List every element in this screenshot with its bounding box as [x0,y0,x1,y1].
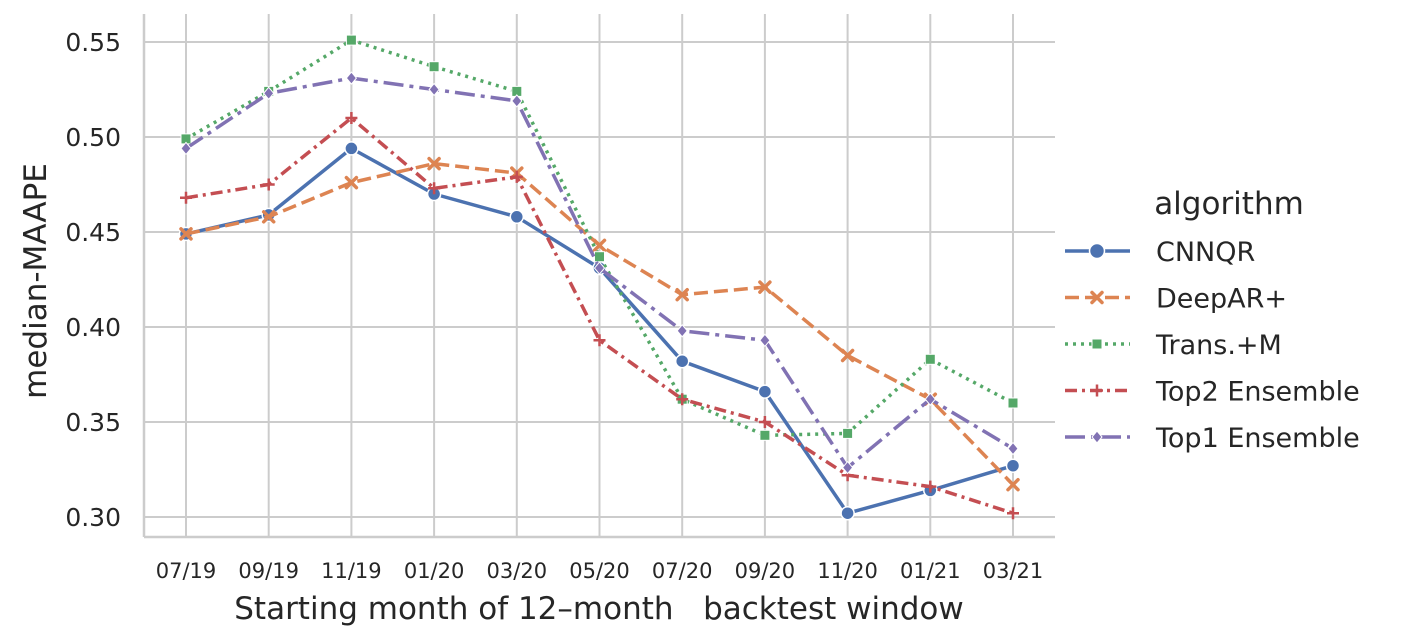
x-tick-label: 09/19 [238,559,299,583]
data-point [841,460,854,475]
legend-entry: Top2 Ensemble [1065,377,1360,408]
legend-marker [1091,384,1103,397]
x-tick-label: 03/21 [983,559,1044,583]
y-tick-label: 0.30 [65,503,121,532]
data-point [1006,477,1020,492]
legend-marker [1091,338,1103,350]
x-tick-label: 05/20 [569,559,630,583]
data-point [842,427,854,439]
legend-label: DeepAR+ [1156,284,1287,315]
data-point [428,61,440,73]
legend-marker [1090,290,1104,305]
data-point [509,209,525,225]
data-point [345,34,357,46]
series-top2-ensemble [180,112,1019,520]
legend-entry: CNNQR [1065,237,1255,268]
legend-entry: Trans.+M [1065,330,1282,361]
data-point [180,141,192,156]
legend-entry: DeepAR+ [1065,284,1287,315]
data-point [1007,507,1019,520]
y-tick-label: 0.55 [65,28,121,57]
y-axis-label: median-MAAPE [18,163,54,399]
data-point [759,333,771,348]
y-tick-label: 0.45 [65,218,121,247]
data-point [428,82,440,97]
data-point [594,251,605,263]
legend-label: Trans.+M [1155,330,1282,361]
data-point [427,156,441,171]
x-tick-label: 09/20 [735,559,796,583]
data-point [759,429,771,441]
data-point [428,182,441,195]
x-tick-label: 11/20 [817,559,878,583]
data-point [261,210,276,224]
data-point [676,393,689,406]
x-tick-label: 01/20 [404,559,465,583]
legend-title: algorithm [1154,186,1304,222]
data-point [840,348,855,363]
x-tick-label: 07/20 [652,559,713,583]
data-point [344,141,359,156]
data-point [758,416,771,428]
legend: algorithm CNNQR DeepAR+ Trans.+M Top2 Ensem… [1065,186,1360,454]
x-tick-label: 03/20 [487,559,548,583]
x-tick-label: 01/21 [900,559,961,583]
legend-marker [1091,430,1103,444]
data-point [924,480,937,493]
data-point [676,324,688,338]
series-top1-ensemble [180,71,1019,475]
y-tick-label: 0.35 [65,408,121,437]
data-point [924,353,936,365]
data-point [593,334,606,347]
x-axis-label: Starting month of 12–month backtest wind… [234,591,964,627]
data-point [345,71,358,85]
data-point [1007,397,1019,409]
data-point [1005,458,1021,473]
data-point [344,175,359,190]
data-point [345,112,358,124]
data-point [180,191,192,204]
series-line [185,116,1014,515]
data-point [757,384,773,399]
data-point [924,392,936,406]
data-point [593,261,606,275]
data-point [675,287,689,302]
legend-label: Top2 Ensemble [1155,377,1360,408]
legend-marker [1088,242,1106,260]
x-tick-label: 11/19 [321,559,382,583]
data-point [1007,441,1019,456]
data-point [263,86,275,101]
series-layer [178,34,1021,521]
data-point [179,227,193,241]
data-point [511,94,523,108]
y-tick-label: 0.40 [65,313,121,342]
data-point [674,353,690,369]
legend-label: CNNQR [1156,237,1255,268]
axes-layer: 0.30 0.35 0.40 0.45 0.50 0.55 07/19 09/19 11/19 0… [65,14,1055,583]
series-line [185,38,1014,438]
data-point [262,178,275,191]
data-point [840,505,855,521]
y-tick-label: 0.50 [65,123,121,152]
legend-label: Top1 Ensemble [1155,423,1360,454]
series-line [185,76,1014,470]
data-point [510,170,523,183]
data-point [592,238,607,253]
x-tick-label: 07/19 [156,559,217,583]
data-point [758,280,772,294]
legend-entry: Top1 Ensemble [1065,423,1360,454]
